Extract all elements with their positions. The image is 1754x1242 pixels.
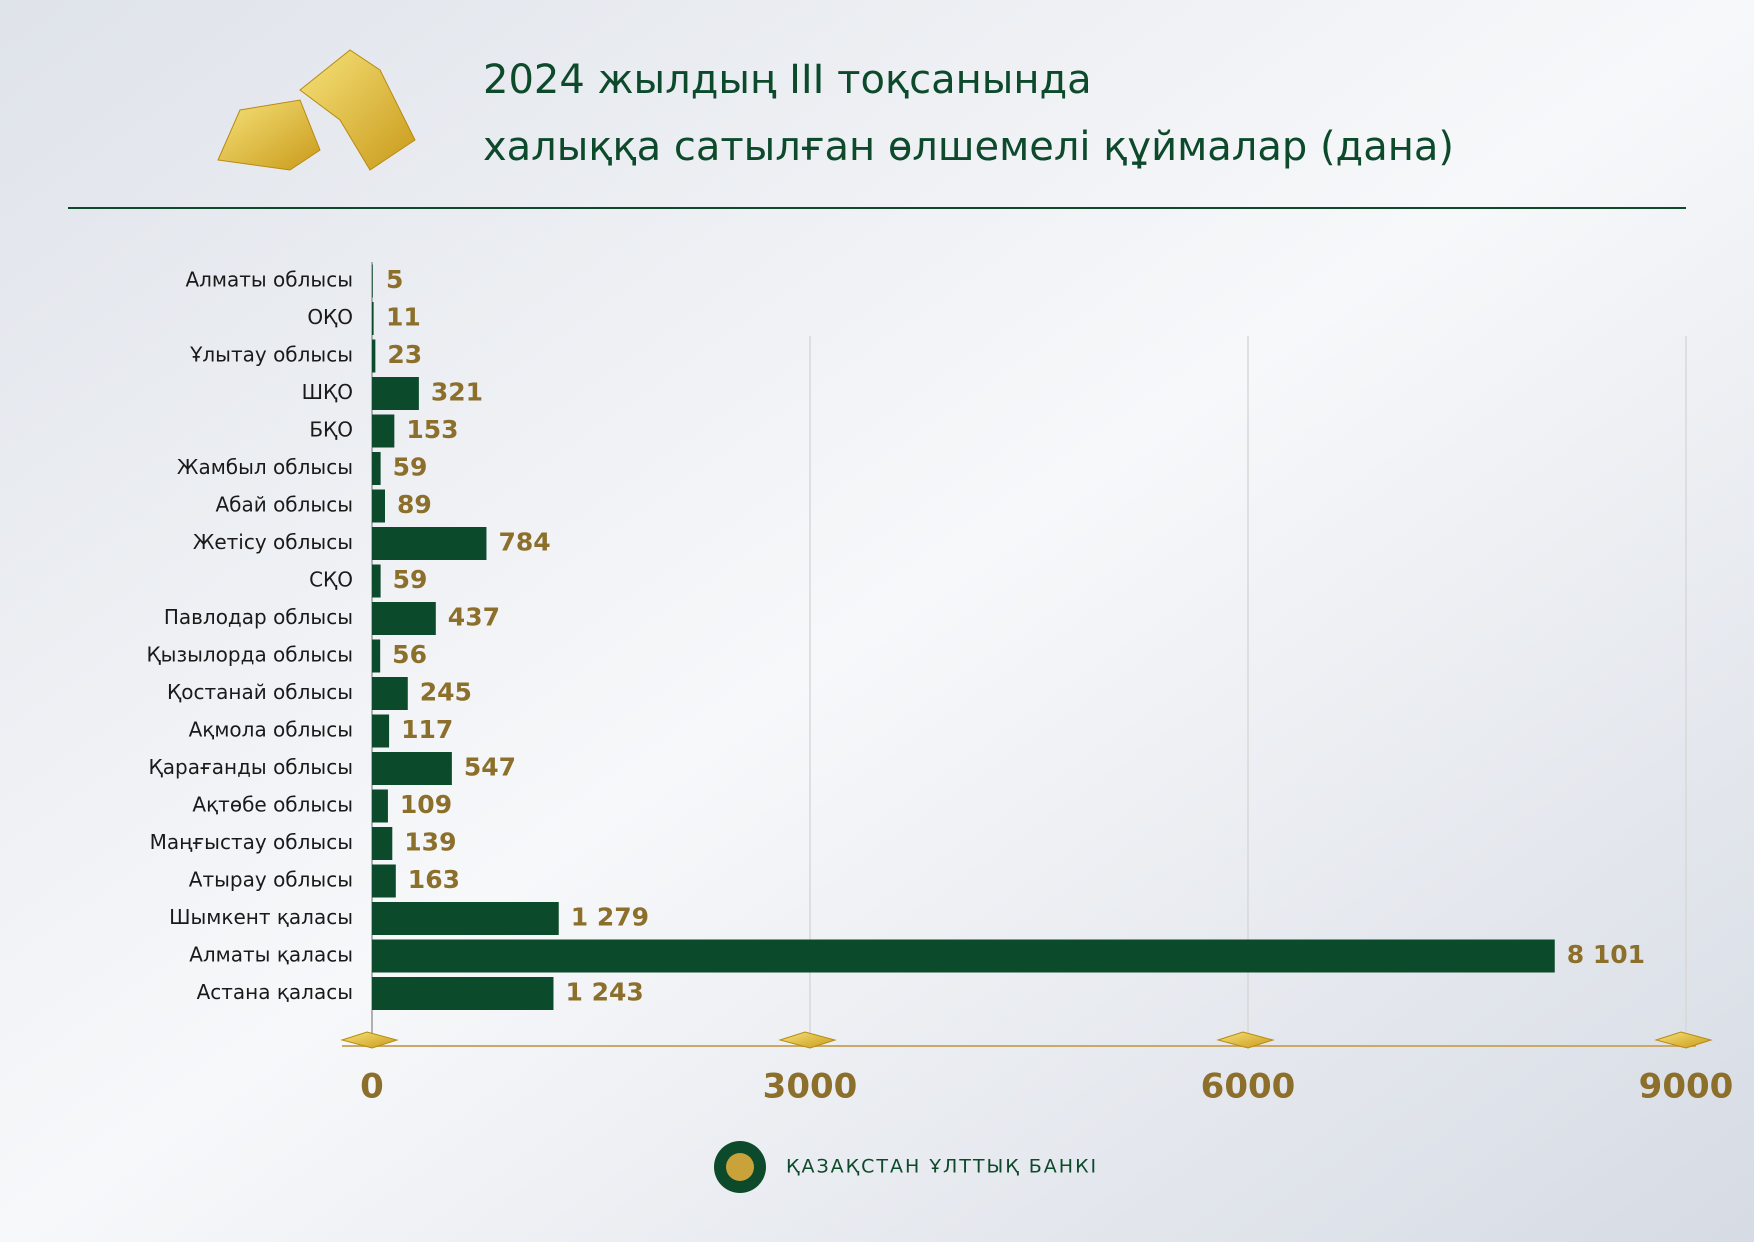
value-label: 117 <box>401 715 453 744</box>
category-label: Жамбыл облысы <box>177 455 353 479</box>
bar <box>372 527 487 560</box>
value-label: 5 <box>386 265 403 294</box>
bar <box>372 339 376 373</box>
value-label: 1 243 <box>565 978 643 1007</box>
bar <box>372 902 559 935</box>
category-label: Қызылорда облысы <box>146 643 353 667</box>
bar <box>372 639 381 673</box>
bar <box>372 827 393 860</box>
bar <box>372 564 381 598</box>
category-label: СҚО <box>309 568 353 592</box>
category-label: Шымкент қаласы <box>169 905 353 929</box>
value-label: 89 <box>397 490 432 519</box>
value-label: 784 <box>498 528 550 557</box>
bar <box>372 939 1555 973</box>
category-label: Маңғыстау облысы <box>150 830 353 854</box>
value-label: 245 <box>420 678 472 707</box>
value-label: 8 101 <box>1567 940 1645 969</box>
source: ҚАЗАҚСТАН ҰЛТТЫҚ БАНКІ <box>786 1156 1098 1178</box>
bar <box>372 414 395 448</box>
category-label: Алматы қаласы <box>189 943 353 967</box>
category-label: Абай облысы <box>215 493 353 517</box>
bar <box>372 452 381 485</box>
tick-icon <box>1654 1031 1713 1049</box>
value-label: 547 <box>464 753 516 782</box>
category-label: Жетісу облысы <box>193 530 353 554</box>
logo <box>714 1141 766 1193</box>
category-label: Ұлытау облысы <box>189 343 353 367</box>
category-label: Ақмола облысы <box>189 718 353 742</box>
bar <box>372 489 385 523</box>
tick-icon <box>1216 1031 1275 1049</box>
bar <box>372 977 554 1010</box>
category-label: Алматы облысы <box>185 268 353 292</box>
value-label: 321 <box>431 378 483 407</box>
bar <box>372 602 436 635</box>
bar <box>372 677 408 710</box>
category-label: БҚО <box>309 418 353 442</box>
bar <box>372 864 396 898</box>
x-tick-label: 0 <box>360 1067 384 1107</box>
value-label: 163 <box>408 865 460 894</box>
value-label: 23 <box>387 340 422 369</box>
bar <box>372 302 374 335</box>
bar <box>372 377 419 410</box>
bar <box>372 752 452 785</box>
value-label: 59 <box>393 453 428 482</box>
bar <box>372 264 373 298</box>
category-label: Атырау облысы <box>189 868 353 892</box>
value-label: 56 <box>392 640 427 669</box>
tick-icon <box>778 1031 837 1049</box>
value-label: 109 <box>400 790 452 819</box>
x-tick-label: 6000 <box>1201 1067 1296 1107</box>
category-label: Қостанай облысы <box>167 680 353 704</box>
value-label: 153 <box>406 415 458 444</box>
x-tick-label: 9000 <box>1639 1067 1734 1107</box>
category-label: Павлодар облысы <box>164 605 353 629</box>
value-label: 1 279 <box>571 903 649 932</box>
bar <box>372 714 390 748</box>
chart-title: 2024 жылдың III тоқсанында <box>483 57 1092 103</box>
value-label: 437 <box>448 603 500 632</box>
category-label: ШҚО <box>302 380 353 404</box>
chart-title: халыққа сатылған өлшемелі құймалар (дана… <box>483 124 1454 170</box>
value-label: 139 <box>404 828 456 857</box>
tick-icon <box>340 1031 399 1049</box>
category-label: Астана қаласы <box>197 980 353 1004</box>
bar <box>372 789 388 823</box>
category-label: ОҚО <box>307 305 353 329</box>
category-label: Қарағанды облысы <box>149 755 353 779</box>
gold-icon <box>217 49 416 171</box>
value-label: 11 <box>386 303 421 332</box>
category-label: Ақтөбе облысы <box>192 793 353 817</box>
value-label: 59 <box>393 565 428 594</box>
x-tick-label: 3000 <box>763 1067 858 1107</box>
